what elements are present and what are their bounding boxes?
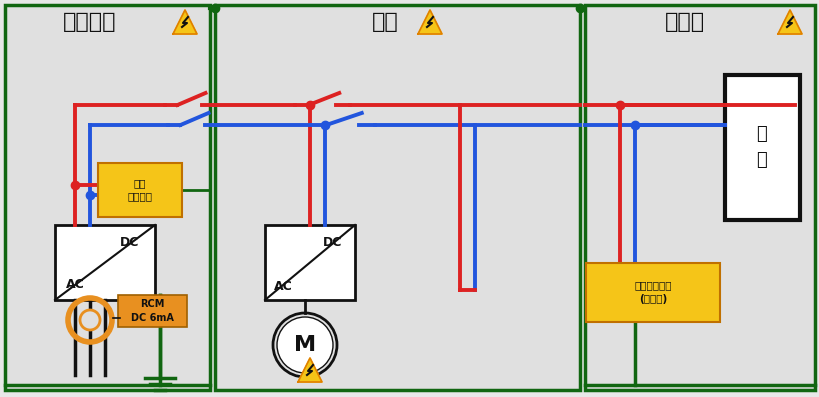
Text: M: M (293, 335, 315, 355)
Polygon shape (777, 10, 801, 34)
Text: 主动绝缘检测
(双通道): 主动绝缘检测 (双通道) (633, 280, 671, 304)
Polygon shape (173, 10, 197, 34)
Text: AC: AC (66, 279, 84, 291)
Text: 主动
绝缘检测: 主动 绝缘检测 (127, 178, 152, 202)
Polygon shape (418, 10, 441, 34)
Bar (584, 5, 814, 390)
Text: 电
芯: 电 芯 (756, 125, 767, 169)
Text: AC: AC (274, 279, 292, 293)
Bar (5, 5, 210, 390)
FancyBboxPatch shape (98, 163, 182, 217)
Bar (215, 5, 579, 390)
Bar (55, 225, 155, 300)
Polygon shape (297, 358, 322, 382)
Bar (265, 225, 355, 300)
Text: DC: DC (323, 237, 342, 249)
Circle shape (80, 310, 100, 330)
FancyBboxPatch shape (118, 295, 187, 327)
FancyBboxPatch shape (586, 263, 719, 322)
Text: 车身: 车身 (371, 12, 398, 32)
Text: 直流快充: 直流快充 (63, 12, 116, 32)
Text: 电池包: 电池包 (664, 12, 704, 32)
Text: DC: DC (120, 237, 139, 249)
Circle shape (277, 317, 333, 373)
Bar (724, 75, 799, 220)
Text: RCM
DC 6mA: RCM DC 6mA (130, 299, 174, 323)
